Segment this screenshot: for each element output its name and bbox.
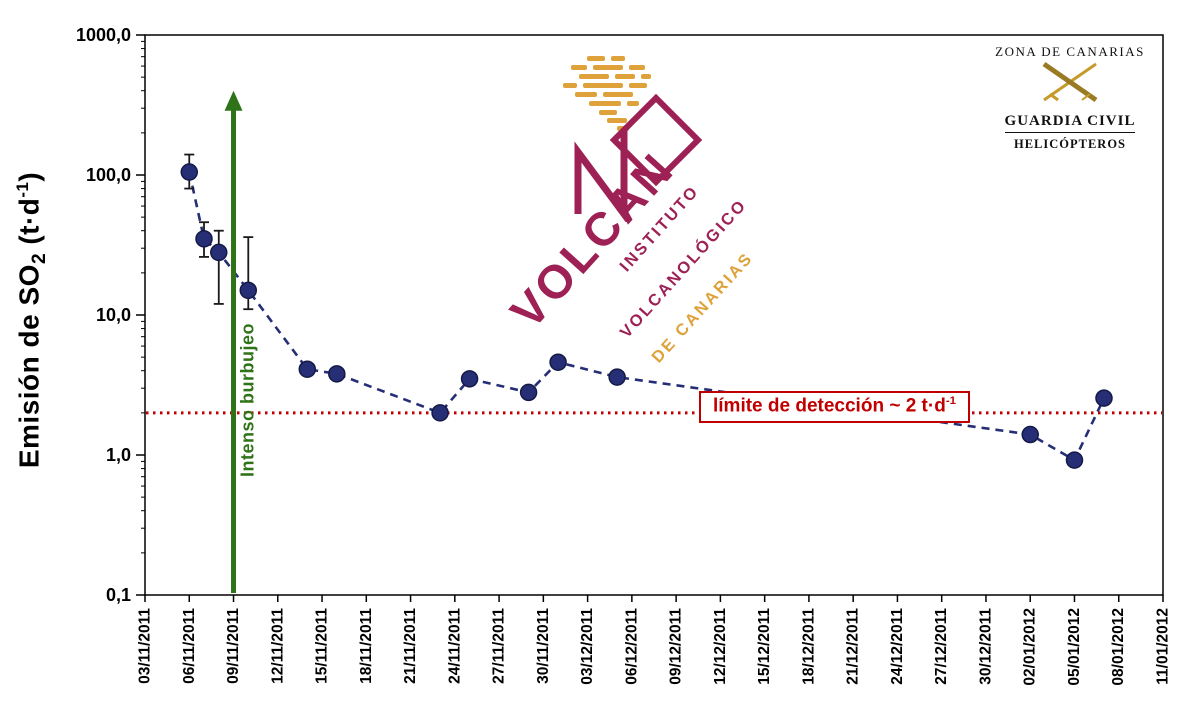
x-tick-label: 03/11/2011 [137,608,154,684]
x-tick-label: 21/11/2011 [402,608,419,684]
detection-limit-label: límite de detección ~ 2 t·d-1 [699,391,970,424]
zona-de-canarias-label: ZONA DE CANARIAS [995,44,1145,59]
data-point [328,365,346,383]
intenso-burbujeo-label: Intenso burbujeo [237,323,258,477]
x-tick-label: 09/11/2011 [225,608,242,684]
x-tick-label: 05/01/2012 [1066,608,1083,686]
x-tick-label: 03/12/2011 [579,608,596,685]
data-point [608,368,626,386]
data-point [431,404,449,422]
x-tick-label: 09/12/2011 [668,608,685,685]
guardia-civil-label: GUARDIA CIVIL [1004,113,1136,133]
x-tick-label: 15/12/2011 [756,608,773,685]
data-point [210,243,228,262]
data-point [549,353,567,371]
y-tick-label: 1,0 [106,445,131,465]
guardia-civil-block: ZONA DE CANARIAS GUARDIA CIVIL HELICÓPTE… [995,44,1145,152]
y-axis-title-units: (t·d [13,197,45,253]
x-tick-label: 24/12/2011 [889,608,906,685]
data-point [195,230,213,248]
y-tick-label: 10,0 [96,305,131,325]
x-tick-label: 24/11/2011 [446,608,463,684]
guardia-civil-emblem-icon [1042,61,1098,103]
data-point [180,163,199,181]
bubbling-arrow-head [224,90,243,111]
units-superscript: -1 [13,181,33,198]
detection-limit-text: límite de detección ~ 2 t·d [713,395,946,417]
x-tick-label: 18/12/2011 [800,608,817,685]
detection-limit-superscript: -1 [945,395,956,407]
y-tick-label: 0,1 [106,585,131,605]
x-tick-label: 21/12/2011 [845,608,862,685]
data-point [1065,451,1084,469]
y-axis-title-close: ) [13,171,45,182]
x-tick-label: 12/11/2011 [269,608,286,684]
x-tick-label: 27/12/2011 [933,608,950,685]
x-tick-label: 06/12/2011 [623,608,640,685]
helicopteros-label: HELICÓPTEROS [1013,137,1127,151]
x-tick-label: 30/12/2011 [977,608,994,685]
data-point [1095,389,1113,407]
y-axis-title-text: Emisión de SO [13,264,45,469]
so2-subscript: 2 [28,252,50,265]
data-point [460,370,479,388]
x-tick-label: 02/01/2012 [1022,608,1039,686]
x-tick-label: 30/11/2011 [535,608,552,684]
y-tick-label: 100,0 [86,165,131,185]
x-tick-label: 12/12/2011 [712,608,729,685]
x-tick-label: 06/11/2011 [181,608,198,684]
x-tick-label: 27/11/2011 [491,608,508,684]
involcan-monogram-icon [574,93,703,222]
x-tick-label: 18/11/2011 [358,608,375,684]
plot-border [144,34,1164,596]
x-tick-label: 08/01/2012 [1110,608,1127,686]
x-tick-label: 15/11/2011 [314,608,331,684]
y-tick-label: 1000,0 [76,25,131,45]
data-point [1021,425,1039,444]
data-point [298,360,317,378]
series-line [188,171,1106,462]
data-point [519,383,538,402]
y-axis-title: Emisión de SO2 (t·d-1) [13,172,51,468]
data-point [239,281,258,300]
x-tick-label: 11/01/2012 [1155,608,1172,685]
